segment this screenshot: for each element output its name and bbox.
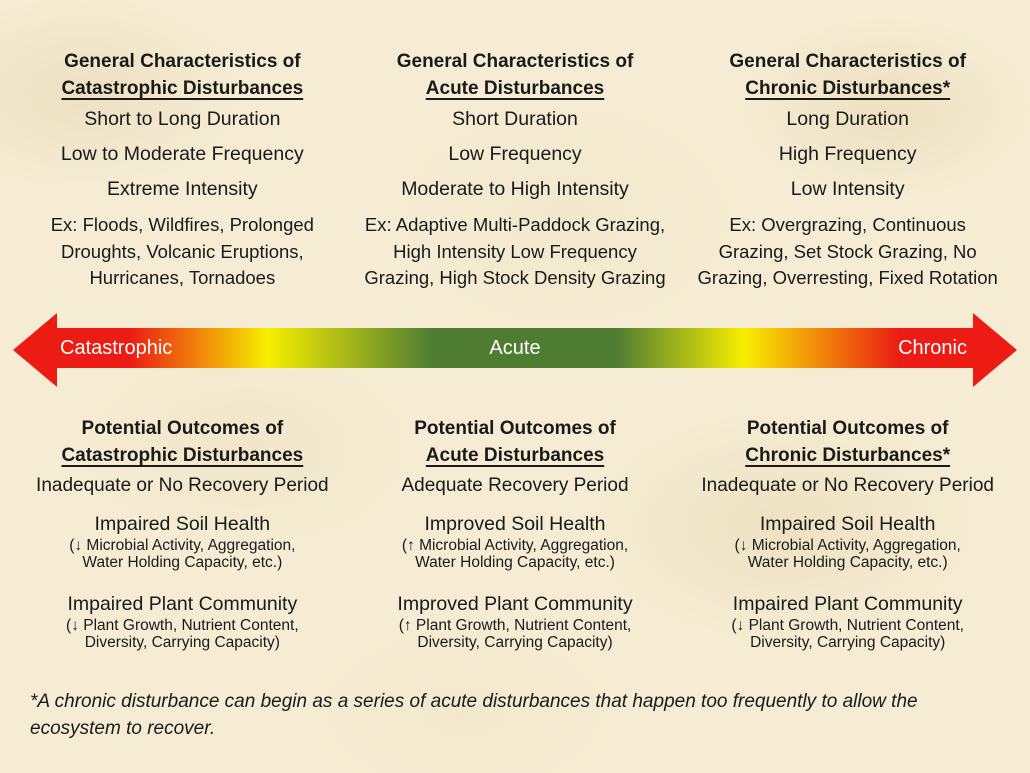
soil-health-outcome: Impaired Soil Health [759,513,936,535]
characteristic-duration: Short to Long Duration [84,108,281,130]
recovery-period: Adequate Recovery Period [401,475,629,496]
section-title-line2: Catastrophic Disturbances [61,445,304,466]
example-line: Ex: Floods, Wildfires, Prolonged [50,214,314,235]
left-arrowhead-icon [13,313,57,387]
detail-line: Water Holding Capacity, etc.) [82,554,283,571]
detail-line: (↑ Microbial Activity, Aggregation, [401,537,629,554]
example-line: Droughts, Volcanic Eruptions, [60,240,304,262]
arrow-label-catastrophic: Catastrophic [60,337,173,359]
plant-community-details: (↓ Plant Growth, Nutrient Content, Diver… [687,617,1008,651]
characteristic-intensity: Moderate to High Intensity [401,178,629,200]
examples-list: Ex: Adaptive Multi-Paddock Grazing, High… [355,212,676,292]
recovery-period: Inadequate or No Recovery Period [36,475,329,496]
characteristic-frequency: Low to Moderate Frequency [60,143,304,165]
example-line: Hurricanes, Tornadoes [89,267,276,288]
severity-gradient-arrow: Catastrophic Acute Chronic [13,313,1017,387]
example-line: Grazing, High Stock Density Grazing [364,267,666,288]
example-line: Grazing, Set Stock Grazing, No [718,240,977,262]
examples-list: Ex: Overgrazing, Continuous Grazing, Set… [687,212,1008,292]
detail-line: (↓ Plant Growth, Nutrient Content, [731,617,964,634]
detail-line: (↓ Microbial Activity, Aggregation, [69,537,296,554]
plant-community-outcome: Impaired Plant Community [67,593,298,615]
footnote-line: ecosystem to recover. [30,718,216,739]
example-line: Ex: Adaptive Multi-Paddock Grazing, [364,214,666,235]
section-title: General Characteristics of Acute Disturb… [355,48,676,102]
example-line: Ex: Overgrazing, Continuous [729,214,966,235]
detail-line: (↓ Plant Growth, Nutrient Content, [66,617,299,634]
section-title-line2: Acute Disturbances [425,78,605,99]
footnote-line: *A chronic disturbance can begin as a se… [30,691,918,712]
example-line: Grazing, Overresting, Fixed Rotation [697,267,998,288]
soil-health-details: (↓ Microbial Activity, Aggregation, Wate… [22,537,343,571]
section-title-line1: General Characteristics of [64,51,301,72]
arrow-label-chronic: Chronic [898,337,967,359]
section-chronic-outcomes: Potential Outcomes of Chronic Disturbanc… [681,415,1014,651]
section-catastrophic-outcomes: Potential Outcomes of Catastrophic Distu… [16,415,349,651]
section-title-line2: Chronic Disturbances* [745,78,951,99]
characteristic-duration: Long Duration [786,108,909,130]
characteristic-frequency: Low Frequency [448,143,582,165]
plant-community-outcome: Improved Plant Community [397,593,633,615]
section-title-line1: Potential Outcomes of [746,418,949,439]
characteristic-intensity: Extreme Intensity [107,178,258,200]
characteristic-frequency: High Frequency [778,143,917,165]
plant-community-outcome: Impaired Plant Community [732,593,963,615]
section-catastrophic-characteristics: General Characteristics of Catastrophic … [16,48,349,292]
plant-community-details: (↑ Plant Growth, Nutrient Content, Diver… [355,617,676,651]
characteristics-row: General Characteristics of Catastrophic … [16,48,1014,292]
detail-line: (↑ Plant Growth, Nutrient Content, [398,617,632,634]
section-acute-characteristics: General Characteristics of Acute Disturb… [349,48,682,292]
section-acute-outcomes: Potential Outcomes of Acute Disturbances… [349,415,682,651]
section-title-line2: Catastrophic Disturbances [61,78,304,99]
soil-health-outcome: Improved Soil Health [424,513,606,535]
characteristic-intensity: Low Intensity [790,178,905,200]
section-title-line2: Chronic Disturbances* [745,445,951,466]
section-title: Potential Outcomes of Chronic Disturbanc… [687,415,1008,469]
section-title-line1: General Characteristics of [729,51,966,72]
arrow-label-acute: Acute [489,337,541,359]
detail-line: (↓ Microbial Activity, Aggregation, [734,537,961,554]
detail-line: Water Holding Capacity, etc.) [747,554,948,571]
section-chronic-characteristics: General Characteristics of Chronic Distu… [681,48,1014,292]
section-title-line1: Potential Outcomes of [81,418,284,439]
section-title: General Characteristics of Chronic Distu… [687,48,1008,102]
detail-line: Diversity, Carrying Capacity) [750,634,946,651]
plant-community-details: (↓ Plant Growth, Nutrient Content, Diver… [22,617,343,651]
section-title-line1: General Characteristics of [396,51,634,72]
soil-health-details: (↓ Microbial Activity, Aggregation, Wate… [687,537,1008,571]
soil-health-outcome: Impaired Soil Health [94,513,271,535]
section-title: Potential Outcomes of Catastrophic Distu… [22,415,343,469]
section-title: Potential Outcomes of Acute Disturbances [355,415,676,469]
section-title-line2: Acute Disturbances [425,445,605,466]
characteristic-duration: Short Duration [452,108,578,130]
recovery-period: Inadequate or No Recovery Period [701,475,994,496]
right-arrowhead-icon [973,313,1017,387]
examples-list: Ex: Floods, Wildfires, Prolonged Drought… [22,212,343,292]
gradient-bar: Catastrophic Acute Chronic [57,328,973,368]
detail-line: Diversity, Carrying Capacity) [84,634,280,651]
soil-health-details: (↑ Microbial Activity, Aggregation, Wate… [355,537,676,571]
detail-line: Water Holding Capacity, etc.) [415,554,615,571]
chronic-disturbance-footnote: *A chronic disturbance can begin as a se… [30,688,918,742]
section-title: General Characteristics of Catastrophic … [22,48,343,102]
detail-line: Diversity, Carrying Capacity) [417,634,613,651]
section-title-line1: Potential Outcomes of [414,418,616,439]
example-line: High Intensity Low Frequency [393,240,637,262]
outcomes-row: Potential Outcomes of Catastrophic Distu… [16,415,1014,651]
